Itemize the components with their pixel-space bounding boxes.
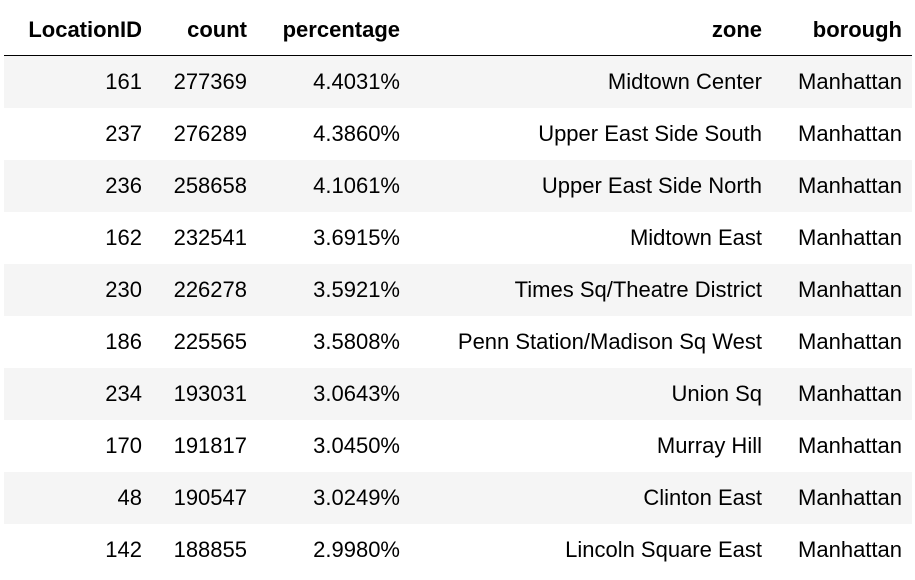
borough-cell: Manhattan (798, 121, 902, 146)
percentage-cell: 3.0249% (313, 485, 400, 510)
locationid-cell: 142 (105, 537, 142, 562)
percentage-cell: 4.4031% (313, 69, 400, 94)
column-header-percentage: percentage (257, 4, 410, 56)
table-row: 161 277369 4.4031% Midtown Center Manhattan (4, 55, 912, 108)
borough-cell: Manhattan (798, 225, 902, 250)
percentage-cell: 3.5921% (313, 277, 400, 302)
zone-cell: Upper East Side North (541, 173, 762, 198)
zone-cell: Clinton East (643, 485, 762, 510)
borough-cell: Manhattan (798, 381, 902, 406)
table-row: 237 276289 4.3860% Upper East Side South Man… (4, 108, 912, 160)
zone-cell: Midtown East (629, 225, 762, 250)
locationid-cell: 234 (105, 381, 142, 406)
percentage-cell: 2.9980% (313, 537, 400, 562)
count-cell: 232541 (173, 225, 247, 250)
table-row: 48 190547 3.0249% Clinton East Manhattan (4, 472, 912, 524)
count-cell: 277369 (173, 69, 247, 94)
table-header: LocationID count percentage zone borough (4, 4, 912, 56)
borough-cell: Manhattan (798, 433, 902, 458)
locationid-cell: 230 (105, 277, 142, 302)
table-row: 230 226278 3.5921% Times Sq/Theatre Distric… (4, 264, 912, 316)
borough-cell: Manhattan (798, 329, 902, 354)
borough-cell: Manhattan (798, 485, 902, 510)
table-row: 186 225565 3.5808% Penn Station/Madison Sq … (4, 316, 912, 368)
zone-cell: Penn Station/Madison Sq West (457, 329, 762, 354)
percentage-cell: 4.1061% (313, 173, 400, 198)
percentage-cell: 3.5808% (313, 329, 400, 354)
locationid-cell: 236 (105, 173, 142, 198)
zone-cell: Union Sq (671, 381, 762, 406)
locationid-cell: 48 (117, 485, 142, 510)
count-cell: 226278 (173, 277, 247, 302)
locationid-cell: 170 (105, 433, 142, 458)
locationid-cell: 186 (105, 329, 142, 354)
column-header-count: count (152, 4, 257, 56)
borough-cell: Manhattan (798, 69, 902, 94)
column-header-locationid: LocationID (4, 4, 152, 56)
borough-cell: Manhattan (798, 277, 902, 302)
percentage-cell: 3.6915% (313, 225, 400, 250)
dataframe-table: LocationID count percentage zone borough… (4, 4, 912, 576)
zone-cell: Midtown Center (607, 69, 762, 94)
zone-cell: Lincoln Square East (565, 537, 762, 562)
count-cell: 190547 (173, 485, 247, 510)
borough-cell: Manhattan (798, 537, 902, 562)
count-cell: 258658 (173, 173, 247, 198)
count-cell: 191817 (173, 433, 247, 458)
table-row: 142 188855 2.9980% Lincoln Square East Manha… (4, 524, 912, 576)
column-header-zone: zone (410, 4, 772, 56)
zone-cell: Times Sq/Theatre District (514, 277, 762, 302)
count-cell: 188855 (173, 537, 247, 562)
table-row: 234 193031 3.0643% Union Sq Manhattan (4, 368, 912, 420)
table-row: 236 258658 4.1061% Upper East Side North Man… (4, 160, 912, 212)
table-row: 162 232541 3.6915% Midtown East Manhattan (4, 212, 912, 264)
zone-cell: Murray Hill (656, 433, 762, 458)
percentage-cell: 3.0643% (313, 381, 400, 406)
count-cell: 276289 (173, 121, 247, 146)
percentage-cell: 3.0450% (313, 433, 400, 458)
column-header-borough: borough (772, 4, 912, 56)
header-row: LocationID count percentage zone borough (4, 4, 912, 56)
count-cell: 193031 (173, 381, 247, 406)
locationid-cell: 237 (105, 121, 142, 146)
locationid-cell: 161 (105, 69, 142, 94)
table-row: 170 191817 3.0450% Murray Hill Manhattan (4, 420, 912, 472)
table-body: 161 277369 4.4031% Midtown Center Manhattan 2… (4, 55, 912, 576)
borough-cell: Manhattan (798, 173, 902, 198)
percentage-cell: 4.3860% (313, 121, 400, 146)
locationid-cell: 162 (105, 225, 142, 250)
zone-cell: Upper East Side South (538, 121, 762, 146)
count-cell: 225565 (173, 329, 247, 354)
